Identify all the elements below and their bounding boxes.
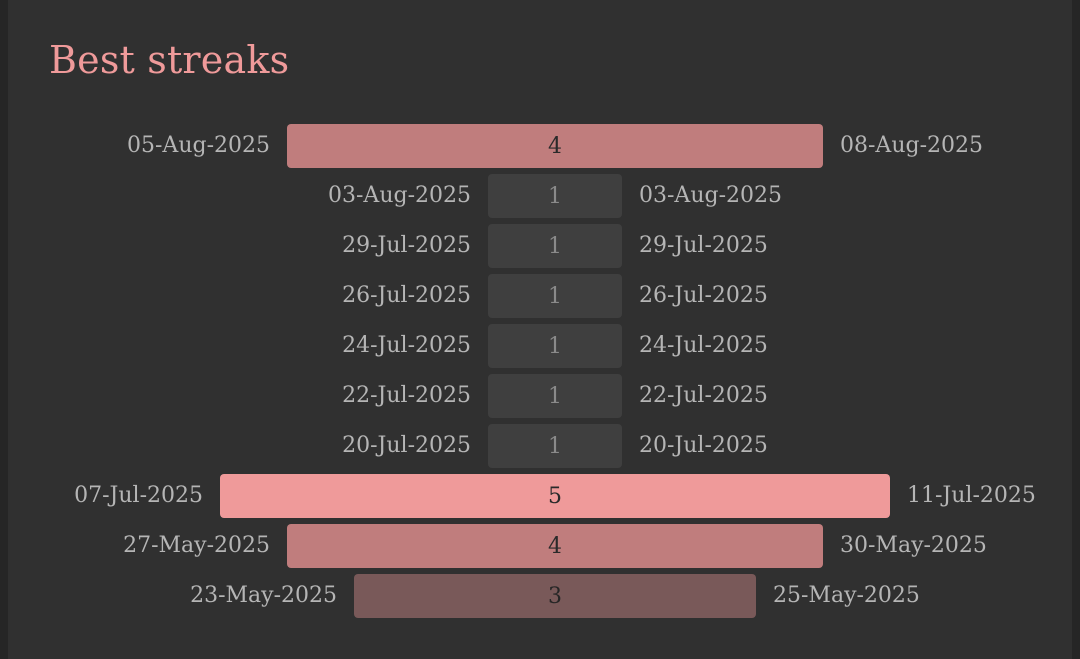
- card-title: Best streaks: [49, 38, 290, 82]
- streak-bar: 1: [488, 174, 622, 218]
- streak-row: 05-Aug-2025 4 08-Aug-2025: [0, 123, 1080, 169]
- streak-start-date: 26-Jul-2025: [342, 283, 471, 308]
- streak-start-date: 23-May-2025: [190, 583, 337, 608]
- streak-row: 03-Aug-2025 1 03-Aug-2025: [0, 173, 1080, 219]
- streak-start-date: 07-Jul-2025: [74, 483, 203, 508]
- streak-row: 24-Jul-2025 1 24-Jul-2025: [0, 323, 1080, 369]
- streak-start-date: 22-Jul-2025: [342, 383, 471, 408]
- streak-row: 29-Jul-2025 1 29-Jul-2025: [0, 223, 1080, 269]
- streak-bar: 4: [287, 524, 823, 568]
- streak-end-date: 03-Aug-2025: [639, 183, 782, 208]
- streak-end-date: 25-May-2025: [773, 583, 920, 608]
- streak-end-date: 30-May-2025: [840, 533, 987, 558]
- streak-end-date: 24-Jul-2025: [639, 333, 768, 358]
- streak-bar: 4: [287, 124, 823, 168]
- streak-end-date: 20-Jul-2025: [639, 433, 768, 458]
- streak-bar: 1: [488, 424, 622, 468]
- streak-bar: 1: [488, 324, 622, 368]
- streak-start-date: 29-Jul-2025: [342, 233, 471, 258]
- streak-start-date: 03-Aug-2025: [328, 183, 471, 208]
- streak-bar: 5: [220, 474, 890, 518]
- streak-start-date: 27-May-2025: [123, 533, 270, 558]
- streak-bar: 3: [354, 574, 756, 618]
- streak-bar: 1: [488, 274, 622, 318]
- streak-end-date: 29-Jul-2025: [639, 233, 768, 258]
- streak-row: 07-Jul-2025 5 11-Jul-2025: [0, 473, 1080, 519]
- streak-end-date: 26-Jul-2025: [639, 283, 768, 308]
- streak-end-date: 11-Jul-2025: [907, 483, 1036, 508]
- streak-bar: 1: [488, 224, 622, 268]
- streak-row: 26-Jul-2025 1 26-Jul-2025: [0, 273, 1080, 319]
- streak-row: 23-May-2025 3 25-May-2025: [0, 573, 1080, 619]
- streak-bar: 1: [488, 374, 622, 418]
- streak-row: 22-Jul-2025 1 22-Jul-2025: [0, 373, 1080, 419]
- streak-start-date: 24-Jul-2025: [342, 333, 471, 358]
- streak-row: 27-May-2025 4 30-May-2025: [0, 523, 1080, 569]
- streak-start-date: 05-Aug-2025: [127, 133, 270, 158]
- streak-end-date: 08-Aug-2025: [840, 133, 983, 158]
- streak-end-date: 22-Jul-2025: [639, 383, 768, 408]
- streak-row: 20-Jul-2025 1 20-Jul-2025: [0, 423, 1080, 469]
- streak-start-date: 20-Jul-2025: [342, 433, 471, 458]
